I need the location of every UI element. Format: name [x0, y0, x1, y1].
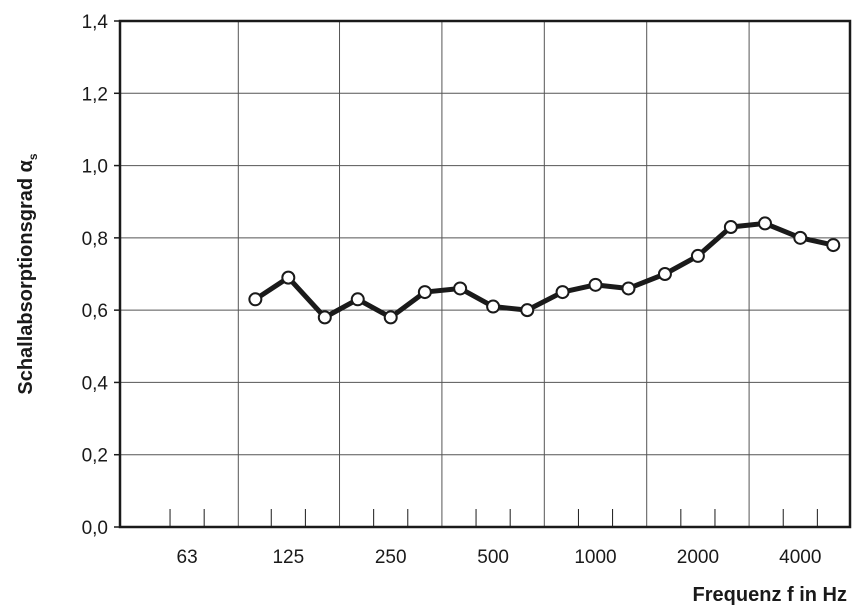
x-tick-label: 125: [272, 547, 304, 568]
data-point: [690, 248, 705, 263]
x-axis-title: Frequenz f in Hz: [693, 584, 847, 606]
data-point: [317, 310, 332, 325]
data-point: [826, 238, 841, 253]
data-point: [417, 285, 432, 300]
y-tick-label: 0,4: [82, 373, 109, 394]
y-tick-label: 1,0: [82, 157, 108, 178]
x-tick-label: 500: [477, 547, 509, 568]
y-tick-label: 0,0: [82, 518, 108, 539]
data-point: [350, 292, 365, 307]
y-tick-labels: 0,0 0,2 0,4 0,6 0,8 1,0 1,2 1,4: [82, 12, 109, 539]
y-axis-title-main: Schallabsorptionsgrad α: [15, 159, 37, 394]
data-point: [588, 277, 603, 292]
data-point: [555, 285, 570, 300]
y-axis-title: Schallabsorptionsgrad αs: [15, 153, 40, 395]
data-point: [281, 270, 296, 285]
data-point: [453, 281, 468, 296]
y-tick-label: 0,8: [82, 229, 108, 250]
data-point: [383, 310, 398, 325]
x-tick-label: 63: [177, 547, 198, 568]
data-point: [723, 220, 738, 235]
x-tick-labels: 63 125 250 500 1000 2000 4000: [177, 547, 822, 568]
series-group: [248, 216, 841, 325]
data-point: [758, 216, 773, 231]
y-tick-label: 0,2: [82, 446, 108, 467]
data-point: [621, 281, 636, 296]
data-point: [520, 303, 535, 318]
x-tick-label: 2000: [677, 547, 719, 568]
data-point: [248, 292, 263, 307]
minor-ticks: [169, 509, 818, 527]
data-point: [657, 267, 672, 281]
y-tick-label: 1,4: [82, 12, 109, 33]
y-axis-title-subscript: s: [26, 153, 40, 160]
x-tick-label: 4000: [779, 547, 821, 568]
plot-frame: [118, 19, 852, 529]
y-tick-label: 0,6: [82, 301, 108, 322]
grid-lines: [114, 20, 850, 528]
y-tick-label: 1,2: [82, 84, 108, 105]
data-point: [486, 299, 501, 314]
x-tick-label: 250: [375, 547, 407, 568]
data-point: [793, 230, 808, 245]
x-tick-label: 1000: [574, 547, 616, 568]
